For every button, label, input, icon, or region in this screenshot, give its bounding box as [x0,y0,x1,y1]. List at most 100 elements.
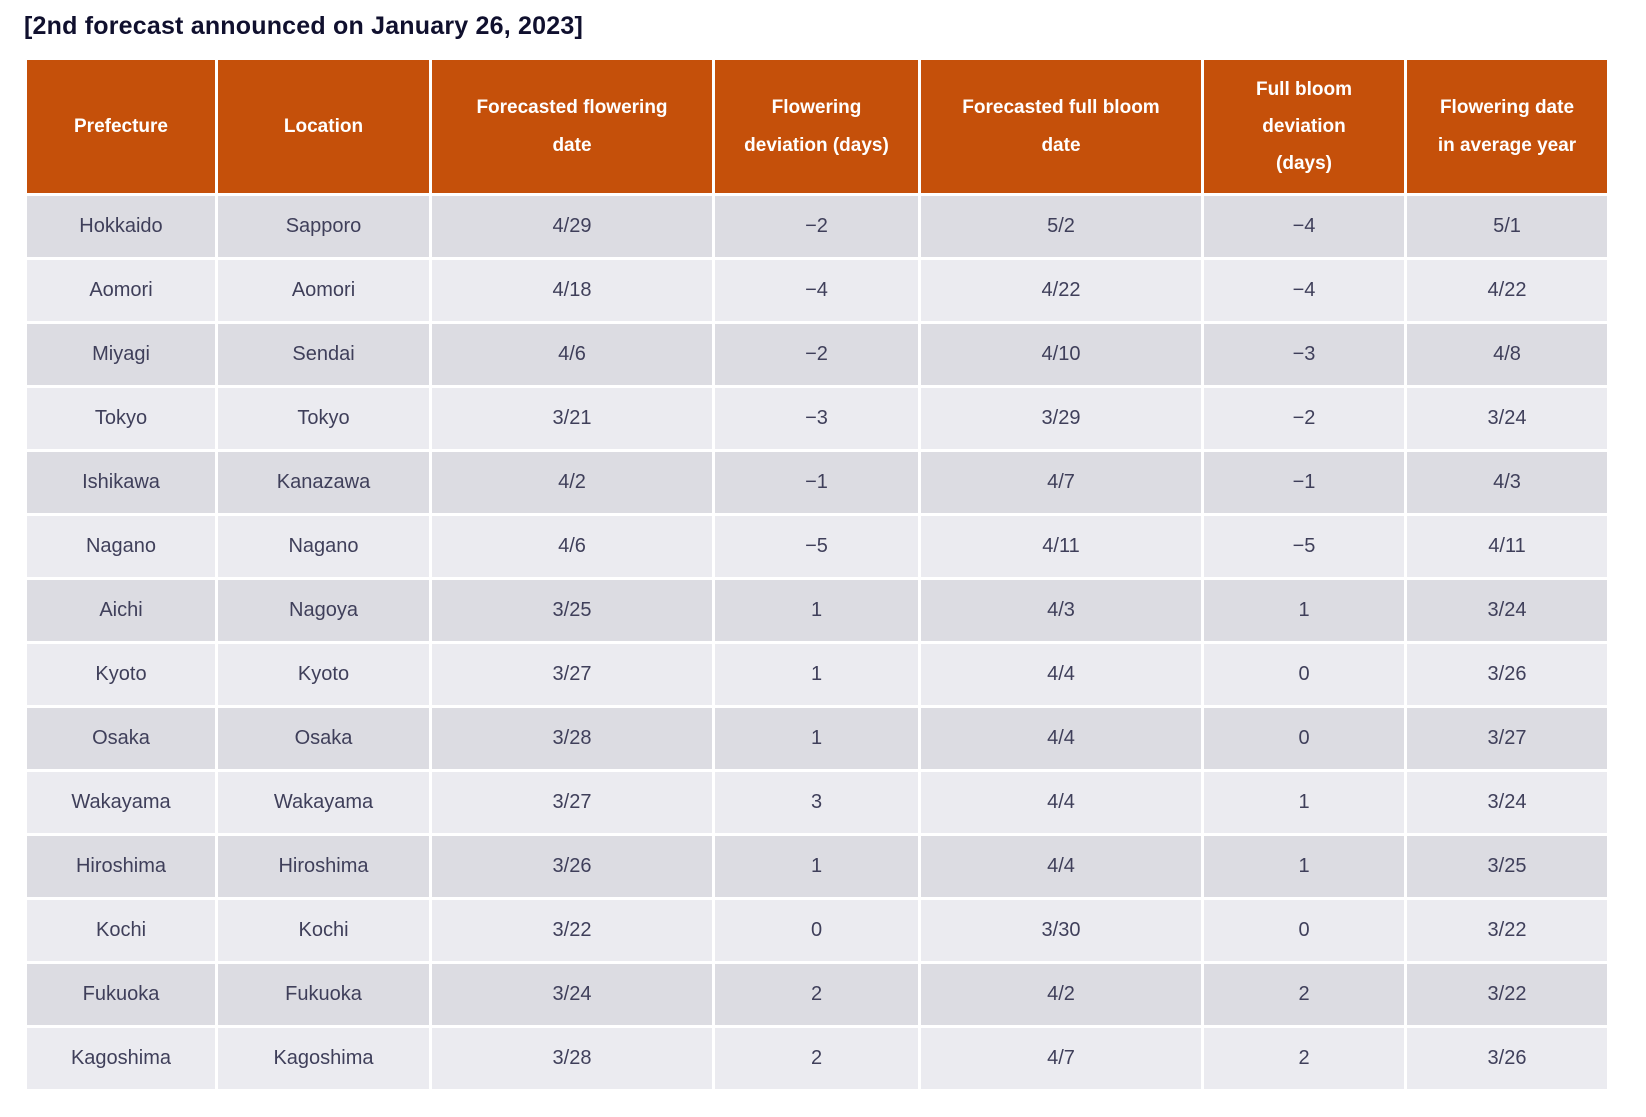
cell-location: Aomori [218,260,429,321]
table-row: Fukuoka Fukuoka 3/24 2 4/2 2 3/22 [27,964,1607,1025]
cell-forecasted-flowering-date: 4/6 [432,516,712,577]
cell-flowering-deviation-days: −3 [715,388,918,449]
cell-forecasted-full-bloom-date: 4/11 [921,516,1201,577]
cell-prefecture: Tokyo [27,388,215,449]
cell-forecasted-full-bloom-date: 3/29 [921,388,1201,449]
cell-flowering-date-in-average-year: 5/1 [1407,196,1607,257]
cell-flowering-date-in-average-year: 3/22 [1407,964,1607,1025]
cell-forecasted-full-bloom-date: 4/7 [921,452,1201,513]
column-header-location: Location [218,60,429,193]
cell-flowering-date-in-average-year: 3/26 [1407,644,1607,705]
table-row: Nagano Nagano 4/6 −5 4/11 −5 4/11 [27,516,1607,577]
cell-full-bloom-deviation-days: 1 [1204,772,1404,833]
cell-forecasted-flowering-date: 3/28 [432,708,712,769]
cell-flowering-deviation-days: 2 [715,1028,918,1089]
cell-prefecture: Kyoto [27,644,215,705]
cell-full-bloom-deviation-days: 2 [1204,1028,1404,1089]
cell-prefecture: Kochi [27,900,215,961]
column-header-forecasted-full-bloom-date: Forecasted full bloom date [921,60,1201,193]
cell-flowering-deviation-days: 0 [715,900,918,961]
cell-full-bloom-deviation-days: 1 [1204,836,1404,897]
table-row: Hokkaido Sapporo 4/29 −2 5/2 −4 5/1 [27,196,1607,257]
cell-flowering-deviation-days: 3 [715,772,918,833]
table-row: Kagoshima Kagoshima 3/28 2 4/7 2 3/26 [27,1028,1607,1089]
cell-forecasted-full-bloom-date: 4/4 [921,772,1201,833]
cell-flowering-deviation-days: −2 [715,196,918,257]
cell-forecasted-flowering-date: 3/28 [432,1028,712,1089]
cell-location: Sapporo [218,196,429,257]
cell-forecasted-full-bloom-date: 4/4 [921,644,1201,705]
cell-flowering-date-in-average-year: 3/24 [1407,580,1607,641]
cell-location: Nagoya [218,580,429,641]
column-header-prefecture: Prefecture [27,60,215,193]
table-row: Osaka Osaka 3/28 1 4/4 0 3/27 [27,708,1607,769]
cell-prefecture: Fukuoka [27,964,215,1025]
table-row: Tokyo Tokyo 3/21 −3 3/29 −2 3/24 [27,388,1607,449]
cell-flowering-deviation-days: 1 [715,580,918,641]
cell-flowering-date-in-average-year: 4/11 [1407,516,1607,577]
cell-forecasted-flowering-date: 4/2 [432,452,712,513]
cell-full-bloom-deviation-days: −5 [1204,516,1404,577]
cell-full-bloom-deviation-days: −4 [1204,196,1404,257]
cell-location: Nagano [218,516,429,577]
cell-full-bloom-deviation-days: −3 [1204,324,1404,385]
cell-location: Kagoshima [218,1028,429,1089]
cell-flowering-deviation-days: 1 [715,644,918,705]
column-header-flowering-date-in-average-year: Flowering date in average year [1407,60,1607,193]
cell-forecasted-flowering-date: 4/29 [432,196,712,257]
cell-prefecture: Osaka [27,708,215,769]
cell-forecasted-flowering-date: 3/26 [432,836,712,897]
cell-forecasted-flowering-date: 3/27 [432,772,712,833]
column-header-full-bloom-deviation-days: Full bloom deviation (days) [1204,60,1404,193]
table-row: Aomori Aomori 4/18 −4 4/22 −4 4/22 [27,260,1607,321]
header-row: Prefecture Location Forecasted flowering d… [27,60,1607,193]
cell-prefecture: Hiroshima [27,836,215,897]
cell-location: Kanazawa [218,452,429,513]
cell-forecasted-full-bloom-date: 4/3 [921,580,1201,641]
cell-flowering-deviation-days: 1 [715,708,918,769]
cell-prefecture: Nagano [27,516,215,577]
cell-forecasted-full-bloom-date: 4/10 [921,324,1201,385]
cell-forecasted-flowering-date: 3/22 [432,900,712,961]
table-header: Prefecture Location Forecasted flowering d… [27,60,1607,193]
cell-flowering-deviation-days: 2 [715,964,918,1025]
cell-flowering-date-in-average-year: 3/22 [1407,900,1607,961]
cell-prefecture: Aomori [27,260,215,321]
cell-forecasted-full-bloom-date: 4/4 [921,836,1201,897]
cell-prefecture: Wakayama [27,772,215,833]
cell-location: Sendai [218,324,429,385]
cell-flowering-date-in-average-year: 3/25 [1407,836,1607,897]
cell-forecasted-flowering-date: 4/18 [432,260,712,321]
column-header-flowering-deviation-days: Flowering deviation (days) [715,60,918,193]
cell-forecasted-full-bloom-date: 4/22 [921,260,1201,321]
table-row: Ishikawa Kanazawa 4/2 −1 4/7 −1 4/3 [27,452,1607,513]
cell-full-bloom-deviation-days: 0 [1204,644,1404,705]
cell-prefecture: Miyagi [27,324,215,385]
cell-full-bloom-deviation-days: −2 [1204,388,1404,449]
cell-forecasted-full-bloom-date: 4/4 [921,708,1201,769]
table-row: Kyoto Kyoto 3/27 1 4/4 0 3/26 [27,644,1607,705]
cell-full-bloom-deviation-days: 1 [1204,580,1404,641]
cell-flowering-deviation-days: −1 [715,452,918,513]
cell-flowering-deviation-days: −5 [715,516,918,577]
table-row: Miyagi Sendai 4/6 −2 4/10 −3 4/8 [27,324,1607,385]
cell-flowering-date-in-average-year: 4/22 [1407,260,1607,321]
cell-flowering-date-in-average-year: 3/26 [1407,1028,1607,1089]
cell-forecasted-full-bloom-date: 4/7 [921,1028,1201,1089]
cell-flowering-deviation-days: −2 [715,324,918,385]
cell-flowering-date-in-average-year: 4/8 [1407,324,1607,385]
cell-flowering-date-in-average-year: 3/24 [1407,772,1607,833]
cell-forecasted-flowering-date: 3/24 [432,964,712,1025]
table-row: Hiroshima Hiroshima 3/26 1 4/4 1 3/25 [27,836,1607,897]
table-row: Kochi Kochi 3/22 0 3/30 0 3/22 [27,900,1607,961]
cell-forecasted-full-bloom-date: 4/2 [921,964,1201,1025]
cell-forecasted-flowering-date: 4/6 [432,324,712,385]
cell-location: Kyoto [218,644,429,705]
cell-prefecture: Kagoshima [27,1028,215,1089]
cell-full-bloom-deviation-days: −1 [1204,452,1404,513]
cell-flowering-date-in-average-year: 3/27 [1407,708,1607,769]
cell-location: Osaka [218,708,429,769]
table-row: Aichi Nagoya 3/25 1 4/3 1 3/24 [27,580,1607,641]
cell-prefecture: Ishikawa [27,452,215,513]
